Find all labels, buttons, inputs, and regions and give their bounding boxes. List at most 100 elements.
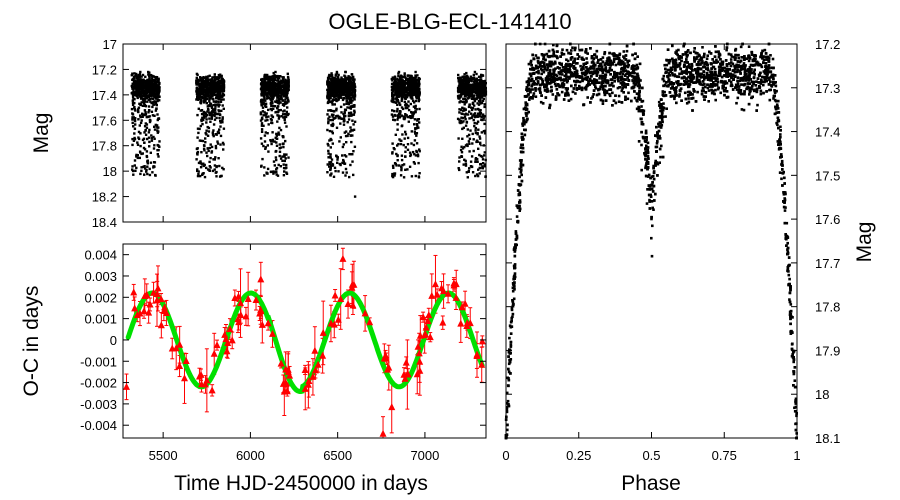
lc-point <box>418 148 421 151</box>
lc-point <box>210 105 213 108</box>
lc-point <box>479 99 482 102</box>
lc-point <box>347 114 351 118</box>
lc-point <box>349 130 352 133</box>
lc-point <box>201 123 204 126</box>
lc-point <box>215 165 218 169</box>
lc-point <box>469 160 473 163</box>
lc-point <box>222 80 225 84</box>
lc-point <box>462 100 466 104</box>
lc-point <box>136 86 139 89</box>
lc-point <box>270 140 273 143</box>
lc-point <box>264 102 268 105</box>
lc-point <box>283 118 286 122</box>
oc-point <box>305 377 313 385</box>
lc-point <box>466 88 469 91</box>
lc-point <box>277 163 280 167</box>
lc-point <box>140 169 143 172</box>
lc-point <box>476 102 479 105</box>
lc-point <box>270 87 273 90</box>
lc-point <box>477 103 481 106</box>
lc-point <box>336 83 339 87</box>
lc-point <box>457 167 460 170</box>
lc-point <box>392 77 396 81</box>
lc-point <box>147 131 151 134</box>
lc-point <box>266 73 269 77</box>
lc-point <box>327 117 330 120</box>
lc-point <box>284 100 287 104</box>
lc-point <box>332 175 336 178</box>
lc-point <box>478 93 481 96</box>
lc-point <box>343 97 346 100</box>
lc-point <box>417 81 421 84</box>
lc-point <box>472 96 475 100</box>
lc-point <box>152 135 155 139</box>
lc-point <box>481 158 485 161</box>
lc-point <box>135 74 138 78</box>
lc-point <box>196 127 200 130</box>
lc-point <box>222 168 225 171</box>
lc-point <box>351 119 354 122</box>
lc-point <box>407 100 410 103</box>
lc-point <box>218 83 221 87</box>
lc-point <box>133 86 136 89</box>
lc-point <box>399 115 402 118</box>
lc-point <box>409 77 412 81</box>
lc-point <box>213 93 216 97</box>
lc-point <box>281 142 284 146</box>
lc-point <box>264 87 267 90</box>
lc-point <box>412 105 416 108</box>
lc-point <box>220 74 223 78</box>
lc-point <box>133 106 136 109</box>
lc-point <box>404 133 408 136</box>
lc-point <box>405 93 408 97</box>
lc-point <box>131 169 135 173</box>
lc-point <box>139 97 143 100</box>
oc-xtick-label: 6500 <box>323 448 352 463</box>
lc-point <box>140 80 143 83</box>
lc-point <box>280 115 283 118</box>
lc-point <box>391 109 394 112</box>
lc-point <box>216 81 219 85</box>
lc-point <box>222 79 225 82</box>
lc-point <box>416 154 420 158</box>
lc-point <box>403 93 406 96</box>
lc-point <box>131 85 134 89</box>
lc-point <box>481 165 484 168</box>
lc-point <box>278 90 282 94</box>
lc-point <box>342 117 346 120</box>
lc-point <box>154 109 158 112</box>
lc-point <box>139 144 142 148</box>
oc-point <box>466 319 474 327</box>
lc-point <box>337 96 340 99</box>
lc-point <box>473 70 477 74</box>
lc-point <box>408 165 412 168</box>
lc-point <box>460 78 464 81</box>
lc-point <box>398 88 402 91</box>
lc-point <box>396 107 399 111</box>
lc-point <box>335 72 339 75</box>
lc-point <box>213 118 217 121</box>
lc-point <box>391 152 394 155</box>
lc-point <box>349 126 352 129</box>
lc-point <box>328 165 331 168</box>
lc-point <box>219 79 222 83</box>
lc-point <box>469 112 473 115</box>
oc-points <box>122 254 486 437</box>
lc-point <box>218 128 221 131</box>
lc-point <box>145 97 149 100</box>
lc-point <box>473 121 476 125</box>
lc-point <box>205 76 208 79</box>
lc-point <box>397 100 400 103</box>
lc-point <box>213 158 216 161</box>
lc-point <box>149 151 152 154</box>
lc-point <box>272 160 276 163</box>
lc-point <box>132 97 135 101</box>
lc-point <box>331 101 334 104</box>
lc-point <box>284 115 288 119</box>
lc-point <box>339 82 343 86</box>
lc-point <box>208 100 211 103</box>
lc-point <box>196 80 200 84</box>
lc-point <box>393 75 397 78</box>
lc-point <box>275 158 278 162</box>
lc-point <box>336 158 339 161</box>
